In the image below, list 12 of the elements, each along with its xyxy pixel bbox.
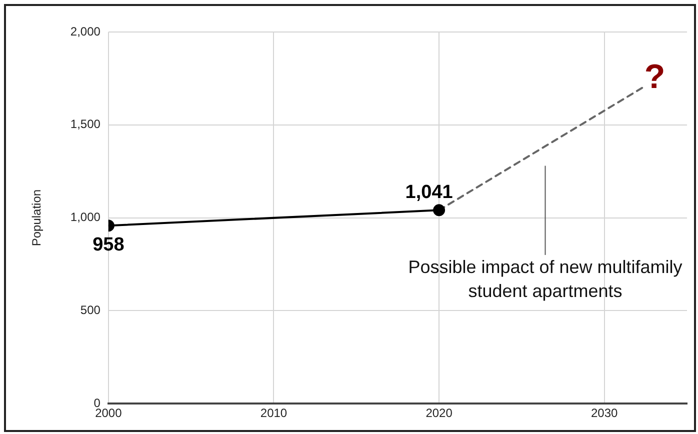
y-axis-title: Population <box>30 189 44 246</box>
annotation: Possible impact of new multifamily student apartments <box>408 256 682 301</box>
y-tick-label: 500 <box>80 303 101 318</box>
x-tick-label: 2020 <box>426 406 453 420</box>
data-label: 1,041 <box>405 182 454 203</box>
annotation: ? <box>644 58 666 96</box>
y-tick-label: 1,000 <box>70 210 101 224</box>
x-tick-label: 2030 <box>590 406 618 420</box>
x-tick-label: 2010 <box>260 406 288 420</box>
y-tick-label: 2,000 <box>70 24 101 38</box>
data-label: 958 <box>92 234 124 256</box>
y-tick-label: 1,500 <box>70 117 101 132</box>
